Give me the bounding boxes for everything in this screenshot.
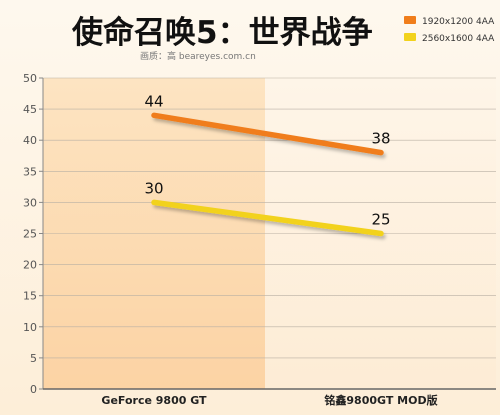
- y-tick-label: 15: [23, 290, 37, 303]
- y-tick-label: 20: [23, 259, 37, 272]
- x-tick-labels: GeForce 9800 GT 铭鑫9800GT MOD版: [101, 393, 437, 407]
- data-label: 38: [371, 130, 390, 148]
- legend-label-2: 2560x1600 4AA: [422, 34, 495, 44]
- data-label: 25: [371, 211, 390, 229]
- y-tick-label: 50: [23, 72, 37, 85]
- series-lines: [151, 112, 384, 237]
- x-tick-label: 铭鑫9800GT MOD版: [324, 393, 437, 407]
- grid-lines: [43, 77, 496, 359]
- y-tick-label: 0: [30, 383, 37, 396]
- legend: 1920x1200 4AA 2560x1600 4AA: [404, 16, 495, 44]
- y-tick-label: 40: [23, 134, 37, 147]
- x-tick-label: GeForce 9800 GT: [101, 394, 207, 407]
- y-tick-label: 35: [23, 165, 37, 178]
- legend-label-1: 1920x1200 4AA: [422, 17, 495, 27]
- y-tick-labels: 0 5 10 15 20 25 30 35 40 45 50: [23, 72, 43, 396]
- data-labels: 44 38 30 25: [144, 92, 390, 228]
- chart-title: 使命召唤5：世界战争: [71, 15, 373, 51]
- series-line-1: [151, 112, 384, 156]
- y-tick-label: 45: [23, 103, 37, 116]
- chart-subtitle: 画质：高 beareyes.com.cn: [140, 50, 256, 62]
- data-label: 30: [144, 179, 163, 197]
- legend-swatch-1: [404, 16, 416, 24]
- y-tick-label: 30: [23, 196, 37, 209]
- series-line-2: [151, 199, 384, 237]
- legend-swatch-2: [404, 33, 416, 41]
- y-tick-label: 25: [23, 228, 37, 241]
- data-label: 44: [144, 92, 163, 110]
- y-tick-label: 10: [23, 321, 37, 334]
- y-tick-label: 5: [30, 352, 37, 365]
